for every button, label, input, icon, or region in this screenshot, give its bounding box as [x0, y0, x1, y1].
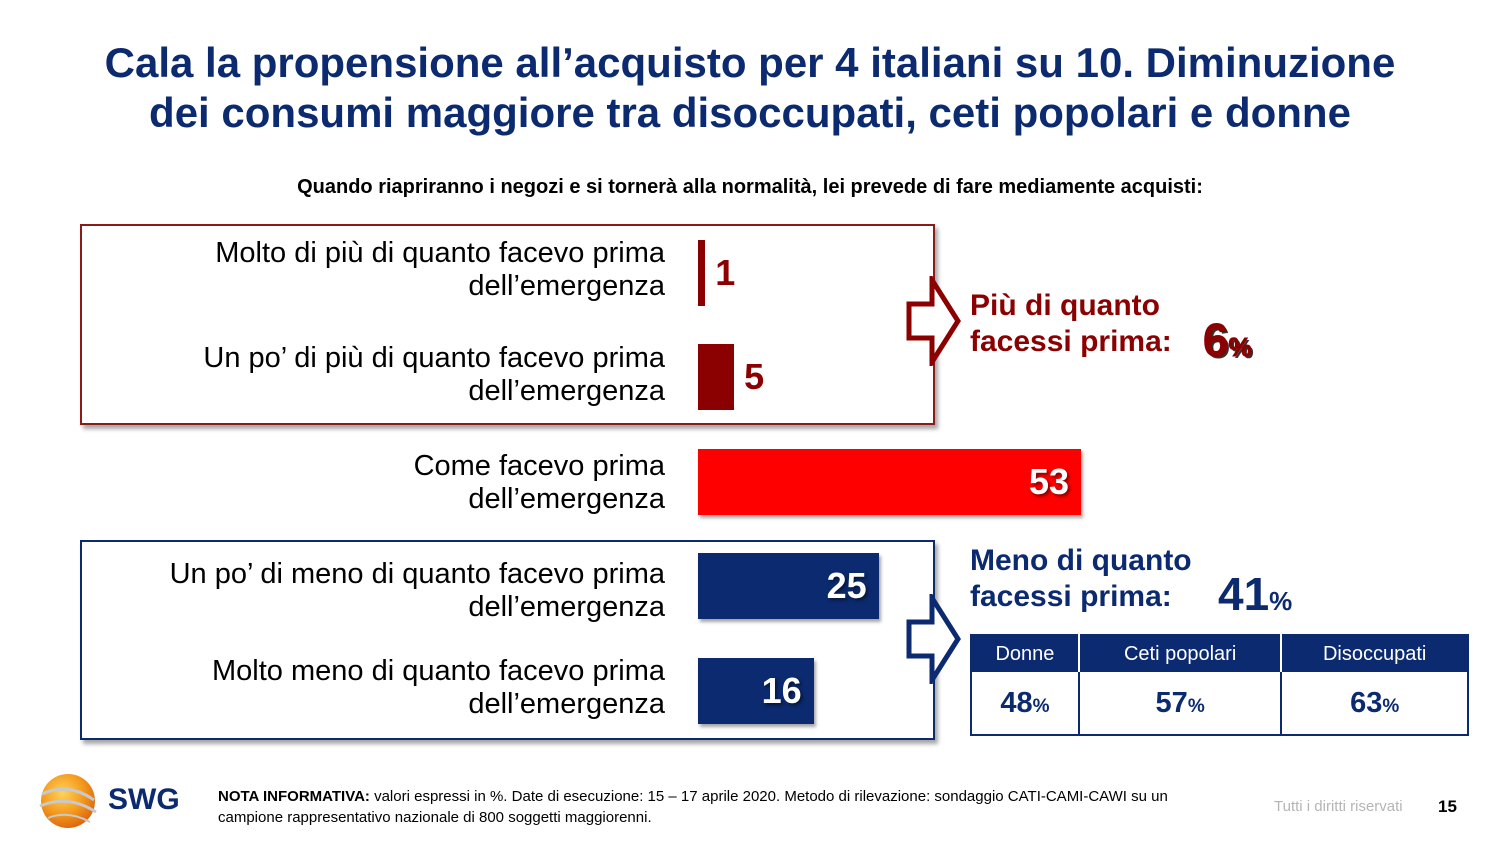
category-label: Come facevo prima dell’emergenza	[414, 450, 665, 516]
footnote: NOTA INFORMATIVA: valori espressi in %. …	[218, 788, 1168, 826]
bar-value-label: 16	[761, 670, 802, 711]
category-label: Un po’ di più di quanto facevo prima dell…	[203, 342, 665, 408]
category-label: Molto di più di quanto facevo prima dell’…	[215, 237, 665, 303]
arrow-right-icon	[906, 276, 961, 366]
summary-less: Meno di quanto facessi prima:	[970, 544, 1192, 613]
summary-less-value: 41%	[1218, 568, 1293, 620]
category-label: Un po’ di meno di quanto facevo prima del…	[170, 558, 665, 624]
breakdown-header: Disoccupati	[1281, 635, 1468, 672]
more-group-box	[80, 224, 935, 425]
bar	[698, 240, 706, 306]
bar	[698, 449, 1081, 515]
swg-logo-icon	[39, 774, 97, 828]
bar	[698, 553, 879, 619]
title-line-1: Cala la propensione all’acquisto per 4 i…	[104, 39, 1396, 86]
category-label-line: dell’emergenza	[468, 591, 665, 623]
bar-value-label: 1	[715, 252, 736, 293]
category-label-line: dell’emergenza	[468, 375, 665, 407]
bar-value-label: 25	[826, 565, 867, 606]
category-label-line: dell’emergenza	[468, 483, 665, 515]
summary-more: Più di quanto facessi prima:	[970, 289, 1172, 358]
category-label: Molto meno di quanto facevo prima dell’em…	[212, 655, 665, 721]
page-number: 15	[1438, 797, 1457, 816]
category-label-line: Un po’ di meno di quanto facevo prima	[169, 558, 665, 590]
chart-question: Quando riapriranno i negozi e si tornerà…	[297, 176, 1203, 198]
breakdown-header: Ceti popolari	[1078, 635, 1283, 672]
logo-text: SWG	[108, 783, 180, 816]
rights-text: Tutti i diritti riservati	[1274, 798, 1403, 815]
category-label-line: Come facevo prima	[413, 450, 665, 482]
breakdown-value: 63%	[1350, 686, 1400, 719]
category-label-line: Molto meno di quanto facevo prima	[212, 655, 665, 687]
category-label-line: dell’emergenza	[468, 688, 665, 720]
breakdown-value: 57%	[1078, 672, 1283, 735]
summary-more-value: 6%	[1203, 314, 1253, 367]
breakdown-header: Donne	[971, 635, 1080, 672]
page-title: Cala la propensione all’acquisto per 4 i…	[0, 38, 1500, 138]
bar	[698, 658, 814, 724]
breakdown-table: Donne Ceti popolari Disoccupati 48% 57% …	[970, 634, 1469, 736]
bar-value-label: 5	[744, 356, 765, 397]
breakdown-value: 48%	[971, 672, 1080, 735]
category-label-line: Molto di più di quanto facevo prima	[215, 237, 665, 269]
category-label-line: Un po’ di più di quanto facevo prima	[203, 342, 665, 374]
arrow-right-icon	[906, 594, 961, 684]
bar	[698, 344, 735, 410]
category-label-line: dell’emergenza	[468, 270, 665, 302]
bar-value-label: 53	[1028, 461, 1069, 502]
title-line-2: dei consumi maggiore tra disoccupati, ce…	[149, 89, 1351, 136]
